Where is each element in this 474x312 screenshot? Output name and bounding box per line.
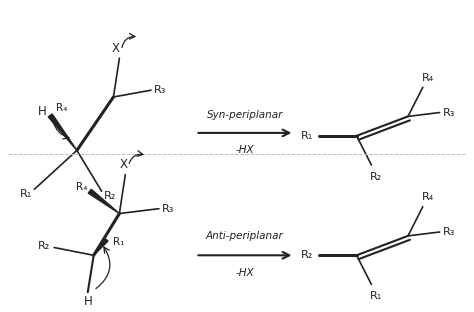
Polygon shape	[48, 114, 77, 150]
Text: R₃: R₃	[154, 85, 166, 95]
Text: R₁: R₁	[370, 291, 383, 301]
Text: X: X	[119, 158, 128, 172]
Text: R₄: R₄	[76, 182, 88, 192]
Text: R₁: R₁	[113, 237, 124, 247]
Text: -HX: -HX	[236, 268, 254, 278]
Polygon shape	[94, 239, 108, 255]
Text: R₃: R₃	[443, 227, 456, 237]
Text: R₂: R₂	[103, 191, 116, 201]
Text: R₄: R₄	[421, 73, 434, 83]
Text: R₄: R₄	[56, 103, 68, 113]
Text: X: X	[111, 42, 119, 55]
Polygon shape	[88, 189, 119, 213]
Text: R₁: R₁	[301, 131, 313, 141]
Text: R₂: R₂	[370, 172, 383, 182]
Text: R₄: R₄	[421, 192, 434, 202]
Text: H: H	[83, 295, 92, 309]
Text: R₂: R₂	[38, 241, 50, 251]
Text: H: H	[38, 105, 46, 118]
Text: Anti-periplanar: Anti-periplanar	[206, 231, 284, 241]
Text: R₁: R₁	[20, 189, 33, 199]
Text: R₃: R₃	[443, 108, 456, 118]
Text: Syn-periplanar: Syn-periplanar	[207, 110, 283, 120]
Text: R₂: R₂	[301, 250, 313, 260]
Text: -HX: -HX	[236, 145, 254, 155]
Text: R₃: R₃	[162, 204, 174, 214]
